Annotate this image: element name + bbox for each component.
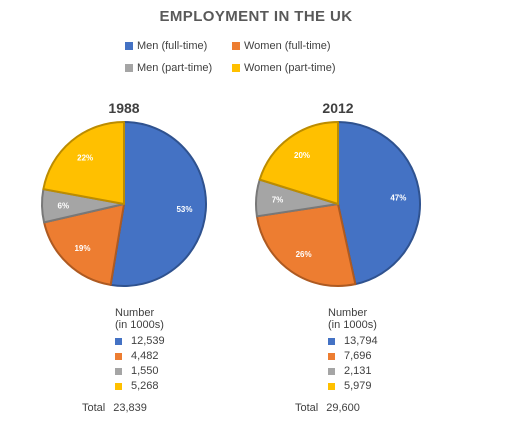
legend-swatch [232, 42, 240, 50]
legend-swatch [125, 42, 133, 50]
pie-data-label: 22% [77, 153, 93, 162]
total-value: 23,839 [113, 402, 147, 414]
row-swatch [328, 382, 335, 390]
pie-data-label: 7% [272, 195, 284, 204]
pie-data-label: 53% [176, 205, 192, 214]
table-row: 5,979 [328, 380, 372, 392]
total-label: Total [295, 402, 319, 414]
legend-item-men-part-time: Men (part-time) [125, 62, 212, 74]
legend-label: Men (part-time) [137, 62, 213, 74]
table-header-2012: Number (in 1000s) [328, 307, 377, 331]
table-header-line: (in 1000s) [328, 319, 377, 331]
table-header-1988: Number (in 1000s) [115, 307, 164, 331]
row-swatch [115, 367, 122, 375]
pie-slice-women-full-time [43, 203, 125, 286]
row-swatch [328, 352, 335, 360]
legend-item-women-part-time: Women (part-time) [232, 62, 335, 74]
row-value: 7,696 [344, 350, 372, 362]
pie-chart-2012: 47% 26% 7% 20% [255, 121, 421, 287]
pie-slice-women-part-time [258, 121, 339, 205]
row-value: 12,539 [131, 335, 165, 347]
row-value: 5,979 [344, 380, 372, 392]
table-row: 2,131 [328, 365, 372, 377]
table-row: 5,268 [115, 380, 159, 392]
row-swatch [115, 382, 122, 390]
legend-item-women-full-time: Women (full-time) [232, 40, 331, 52]
legend-item-men-full-time: Men (full-time) [125, 40, 207, 52]
row-value: 5,268 [131, 380, 159, 392]
row-value: 2,131 [344, 365, 372, 377]
pie-data-label: 47% [390, 194, 406, 203]
row-swatch [328, 367, 335, 375]
pie-slice-men-full-time [109, 121, 207, 287]
table-header-line: (in 1000s) [115, 319, 164, 331]
pie-slice-men-full-time [337, 121, 421, 286]
total-2012: Total 29,600 [295, 402, 360, 414]
legend-swatch [232, 64, 240, 72]
legend-label: Men (full-time) [137, 40, 208, 52]
table-row: 7,696 [328, 350, 372, 362]
table-row: 13,794 [328, 335, 378, 347]
table-row: 12,539 [115, 335, 165, 347]
pie-data-label: 26% [296, 250, 312, 259]
pie-slice-women-part-time [42, 121, 125, 205]
total-1988: Total 23,839 [82, 402, 147, 414]
pie-data-label: 6% [58, 201, 70, 210]
row-value: 4,482 [131, 350, 159, 362]
row-value: 1,550 [131, 365, 159, 377]
pie-title-1988: 1988 [108, 100, 140, 116]
table-header-line: Number [115, 307, 155, 319]
pie-data-label: 19% [74, 244, 90, 253]
pie-slice-women-full-time [255, 203, 357, 287]
row-value: 13,794 [344, 335, 378, 347]
table-header-line: Number [328, 307, 368, 319]
total-label: Total [82, 402, 106, 414]
total-value: 29,600 [326, 402, 360, 414]
table-row: 4,482 [115, 350, 159, 362]
pie-title-2012: 2012 [322, 100, 354, 116]
row-swatch [115, 352, 122, 360]
pie-data-label: 20% [294, 151, 310, 160]
legend-label: Women (part-time) [244, 62, 336, 74]
chart-title: EMPLOYMENT IN THE UK [159, 8, 353, 25]
legend-label: Women (full-time) [244, 40, 331, 52]
table-row: 1,550 [115, 365, 159, 377]
row-swatch [328, 337, 335, 345]
legend-swatch [125, 64, 133, 72]
row-swatch [115, 337, 122, 345]
pie-chart-1988: 53% 19% 6% 22% [41, 121, 207, 287]
